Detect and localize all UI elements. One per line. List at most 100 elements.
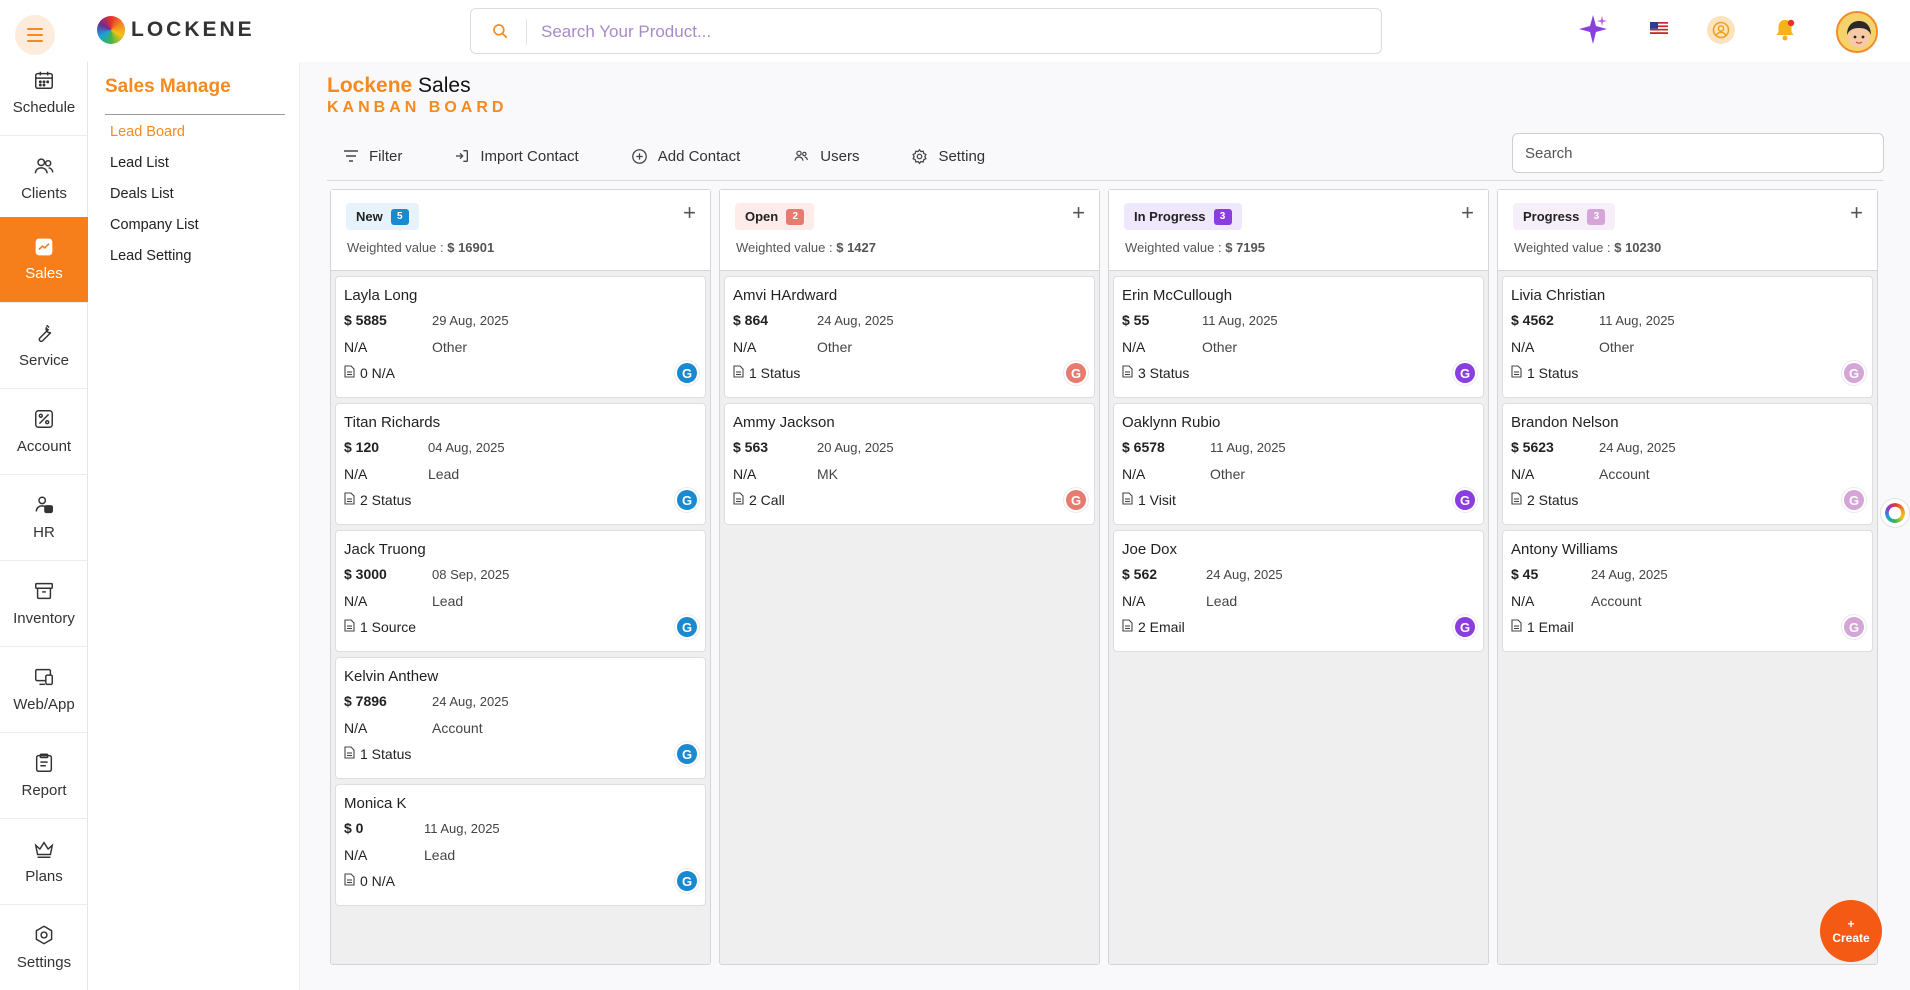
column-status-badge[interactable]: Progress 3 (1513, 203, 1616, 230)
nav-label: Report (21, 782, 67, 799)
column-status-badge[interactable]: In Progress 3 (1124, 203, 1242, 230)
column-status-badge[interactable]: Open 2 (735, 203, 815, 230)
nav-plans[interactable]: Plans (0, 819, 88, 905)
import-contact-button[interactable]: Import Contact (438, 148, 579, 165)
us-flag-icon[interactable] (1650, 22, 1668, 34)
submenu-item-lead-board[interactable]: Lead Board (110, 124, 185, 140)
nav-label: Web/App (13, 696, 75, 713)
nav-hr[interactable]: HR (0, 475, 88, 561)
lead-card[interactable]: Antony Williams $ 45 24 Aug, 2025 N/A Accoun… (1502, 530, 1873, 652)
lead-card[interactable]: Livia Christian $ 4562 11 Aug, 2025 N/A Othe… (1502, 276, 1873, 398)
lead-card[interactable]: Ammy Jackson $ 563 20 Aug, 2025 N/A MK 2 Call… (724, 403, 1095, 525)
lead-name: Erin McCullough (1122, 287, 1233, 304)
lead-na: N/A (344, 593, 368, 609)
logo[interactable]: LOCKENE (97, 16, 255, 44)
nav-account[interactable]: Account (0, 389, 88, 475)
user-avatar[interactable] (1836, 11, 1878, 53)
lead-name: Oaklynn Rubio (1122, 414, 1221, 431)
lead-card[interactable]: Jack Truong $ 3000 08 Sep, 2025 N/A Lead 1 So… (335, 530, 706, 652)
filter-button[interactable]: Filter (327, 148, 402, 165)
submenu-item-lead-setting[interactable]: Lead Setting (110, 248, 192, 264)
nav-clients[interactable]: Clients (0, 136, 88, 222)
document-icon (1511, 365, 1527, 381)
search-icon (493, 24, 508, 39)
lead-amount: $ 562 (1122, 566, 1158, 582)
lead-na: N/A (1511, 466, 1535, 482)
kanban-columns: New 5 + Weighted value : $ 16901 Layla Long $… (330, 189, 1890, 965)
document-icon (1511, 492, 1527, 508)
side-widget-button[interactable] (1880, 498, 1910, 528)
sales-submenu: Sales Manage Lead Board Lead List Deals … (88, 62, 300, 990)
lead-card[interactable]: Amvi HArdward $ 864 24 Aug, 2025 N/A Other 1 … (724, 276, 1095, 398)
add-card-icon[interactable]: + (1072, 200, 1085, 225)
profile-circle-icon[interactable] (1707, 16, 1735, 44)
main-content: Lockene Sales KANBAN BOARD Filter Import… (300, 62, 1910, 990)
lead-card[interactable]: Erin McCullough $ 55 11 Aug, 2025 N/A Other 3… (1113, 276, 1484, 398)
users-button[interactable]: Users (776, 148, 859, 165)
nav-report[interactable]: Report (0, 733, 88, 819)
lead-date: 11 Aug, 2025 (1599, 313, 1675, 328)
lead-na: N/A (344, 847, 368, 863)
global-search-input[interactable] (541, 19, 1361, 45)
owner-avatar[interactable]: G (677, 744, 697, 764)
lead-status-text: 1 Status (1527, 365, 1579, 381)
weighted-label: Weighted value : (1514, 240, 1611, 255)
create-plus-icon: + (1847, 917, 1855, 931)
lead-status: 1 Email (1511, 619, 1574, 635)
nav-sales[interactable]: Sales (0, 217, 88, 303)
lead-date: 04 Aug, 2025 (428, 440, 505, 455)
owner-avatar[interactable]: G (1844, 490, 1864, 510)
owner-avatar[interactable]: G (677, 871, 697, 891)
nav-label: Schedule (12, 99, 76, 116)
setting-button[interactable]: Setting (895, 148, 985, 165)
create-button[interactable]: + Create (1820, 900, 1882, 962)
submenu-item-deals-list[interactable]: Deals List (110, 186, 174, 202)
gear-icon (912, 148, 928, 164)
submenu-item-lead-list[interactable]: Lead List (110, 155, 169, 171)
owner-avatar[interactable]: G (1844, 363, 1864, 383)
owner-avatar[interactable]: G (1066, 363, 1086, 383)
sparkle-icon[interactable] (1576, 13, 1610, 47)
lead-card[interactable]: Joe Dox $ 562 24 Aug, 2025 N/A Lead 2 Email G (1113, 530, 1484, 652)
lead-type: Other (1202, 339, 1238, 355)
lead-name: Amvi HArdward (733, 287, 838, 304)
owner-avatar[interactable]: G (677, 617, 697, 637)
column-status-badge[interactable]: New 5 (346, 203, 419, 230)
owner-avatar[interactable]: G (1455, 617, 1475, 637)
column-count-badge: 5 (390, 208, 409, 225)
owner-avatar[interactable]: G (1844, 617, 1864, 637)
users-label: Users (820, 147, 860, 165)
submenu-item-company-list[interactable]: Company List (110, 217, 199, 233)
add-contact-button[interactable]: Add Contact (615, 148, 740, 165)
owner-avatar[interactable]: G (1066, 490, 1086, 510)
menu-toggle-button[interactable] (15, 15, 55, 55)
lead-card[interactable]: Layla Long $ 5885 29 Aug, 2025 N/A Other 0 N/… (335, 276, 706, 398)
owner-avatar[interactable]: G (1455, 363, 1475, 383)
document-icon (344, 873, 360, 889)
nav-inventory[interactable]: Inventory (0, 561, 88, 647)
nav-web-app[interactable]: Web/App (0, 647, 88, 733)
owner-avatar[interactable]: G (1455, 490, 1475, 510)
lead-card[interactable]: Kelvin Anthew $ 7896 24 Aug, 2025 N/A Accoun… (335, 657, 706, 779)
bell-icon[interactable] (1773, 17, 1797, 43)
owner-avatar[interactable]: G (677, 363, 697, 383)
lead-card[interactable]: Titan Richards $ 120 04 Aug, 2025 N/A Lead 2 … (335, 403, 706, 525)
add-card-icon[interactable]: + (1850, 200, 1863, 225)
lead-amount: $ 4562 (1511, 312, 1554, 328)
nav-label: Settings (16, 954, 72, 971)
nav-service[interactable]: Service (0, 303, 88, 389)
lead-card[interactable]: Oaklynn Rubio $ 6578 11 Aug, 2025 N/A Other 1… (1113, 403, 1484, 525)
lead-na: N/A (1122, 339, 1146, 355)
users-icon (794, 150, 809, 161)
lead-card[interactable]: Brandon Nelson $ 5623 24 Aug, 2025 N/A Accou… (1502, 403, 1873, 525)
lead-status-text: 1 Email (1527, 619, 1574, 635)
add-card-icon[interactable]: + (683, 200, 696, 225)
lead-card[interactable]: Monica K $ 0 11 Aug, 2025 N/A Lead 0 N/A G (335, 784, 706, 906)
lead-date: 24 Aug, 2025 (432, 694, 509, 709)
lead-na: N/A (733, 466, 757, 482)
nav-schedule[interactable]: Schedule (0, 50, 88, 136)
nav-settings[interactable]: Settings (0, 905, 88, 990)
owner-avatar[interactable]: G (677, 490, 697, 510)
add-card-icon[interactable]: + (1461, 200, 1474, 225)
board-search-input[interactable] (1512, 133, 1884, 173)
